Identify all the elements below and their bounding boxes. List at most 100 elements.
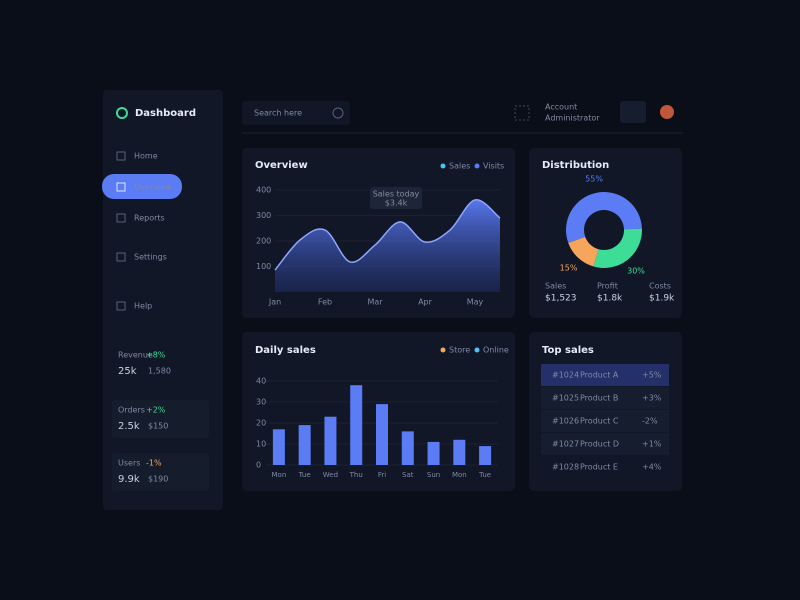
x-tick-label: Tue: [478, 471, 491, 479]
bar: [350, 385, 363, 465]
y-tick-label: 300: [256, 211, 271, 220]
nav-icon[interactable]: [116, 301, 126, 311]
stat-value: $1.9k: [649, 294, 675, 304]
bar: [479, 446, 492, 465]
y-tick-label: 100: [256, 262, 271, 271]
stat-amount: 1,580: [148, 367, 171, 376]
nav-item[interactable]: Overview: [134, 183, 172, 192]
bar: [401, 431, 414, 465]
stat-label: Costs: [649, 282, 671, 291]
legend-dot: [474, 163, 480, 169]
grid-icon[interactable]: [514, 105, 530, 121]
stat-change: +8%: [146, 351, 166, 360]
bar: [272, 429, 285, 465]
x-tick-label: Mon: [272, 471, 287, 479]
search-icon: [332, 107, 344, 119]
stat-amount: $190: [148, 475, 168, 484]
table-row[interactable]: [541, 364, 669, 386]
area: [275, 199, 500, 292]
table-cell: -2%: [642, 417, 658, 426]
avatar[interactable]: [660, 105, 674, 119]
area-line: [274, 199, 501, 271]
user-name: Account: [545, 103, 577, 112]
table-row[interactable]: [541, 433, 669, 455]
donut-segment: [568, 236, 599, 267]
menu-button[interactable]: [620, 101, 646, 123]
stat-label: Users: [118, 459, 140, 468]
sidebar: [103, 90, 223, 510]
table-cell: Product B: [580, 394, 618, 403]
y-tick-label: 30: [256, 398, 266, 407]
legend-dot: [440, 163, 446, 169]
stat-value: 9.9k: [118, 474, 140, 485]
nav-item[interactable]: Home: [134, 152, 158, 161]
card: [529, 148, 682, 318]
nav-icon[interactable]: [116, 151, 126, 161]
nav-icon[interactable]: [116, 252, 126, 262]
nav-active: [102, 174, 182, 199]
logo: Dashboard: [135, 108, 196, 119]
card-title: Daily sales: [255, 345, 316, 356]
stat-value: 2.5k: [118, 421, 140, 432]
donut-label: 55%: [585, 174, 603, 183]
tooltip-value: $3.4k: [385, 199, 408, 208]
legend-dot: [474, 347, 480, 353]
x-tick-label: Thu: [349, 471, 363, 479]
stat-change: +2%: [146, 406, 166, 415]
stat-change: -1%: [146, 459, 162, 468]
x-tick-label: May: [467, 298, 484, 307]
stat-value: $1,523: [545, 294, 577, 304]
legend-label: Sales: [449, 162, 470, 171]
x-tick-label: Mon: [452, 471, 467, 479]
table-cell: Product D: [580, 440, 619, 449]
stat-value: 25k: [118, 366, 137, 377]
donut-label: 30%: [627, 266, 645, 275]
nav-item[interactable]: Reports: [134, 214, 165, 223]
bar: [298, 425, 311, 465]
y-tick-label: 200: [256, 237, 271, 246]
table-cell: #1025: [552, 394, 579, 403]
legend-dot: [440, 347, 446, 353]
stat-label: Revenue: [118, 351, 153, 360]
x-tick-label: Mar: [367, 298, 383, 307]
table-row[interactable]: [541, 410, 669, 432]
search-box[interactable]: [242, 101, 350, 125]
table-row[interactable]: [541, 387, 669, 409]
x-tick-label: Tue: [298, 471, 311, 479]
stat-card: [112, 400, 209, 438]
y-tick-label: 0: [256, 461, 261, 470]
x-tick-label: Sun: [427, 471, 440, 479]
user-role: Administrator: [545, 114, 600, 123]
y-tick-label: 400: [256, 186, 271, 195]
x-tick-label: Jan: [268, 298, 281, 307]
table-cell: #1027: [552, 440, 579, 449]
stat-label: Profit: [597, 282, 618, 291]
logo-icon: [116, 107, 128, 119]
bar: [453, 439, 466, 465]
nav-icon[interactable]: [116, 213, 126, 223]
table-cell: +5%: [642, 371, 662, 380]
table-cell: #1028: [552, 463, 579, 472]
legend-label: Store: [449, 346, 470, 355]
donut-segment: [566, 192, 642, 243]
table-cell: #1026: [552, 417, 579, 426]
bar: [376, 404, 388, 465]
stat-value: $1.8k: [597, 294, 623, 304]
nav-item[interactable]: Help: [134, 302, 152, 311]
stat-card: [112, 453, 209, 491]
nav-icon[interactable]: [116, 182, 126, 192]
y-tick-label: 40: [256, 377, 266, 386]
legend-label: Online: [483, 346, 509, 355]
x-tick-label: Wed: [323, 471, 338, 479]
y-tick-label: 10: [256, 440, 266, 449]
bar: [324, 416, 337, 465]
table-cell: +1%: [642, 440, 662, 449]
x-tick-label: Fri: [378, 471, 386, 479]
table-cell: Product E: [580, 463, 618, 472]
tooltip: [370, 187, 422, 209]
card-title: Top sales: [542, 345, 594, 356]
donut-label: 15%: [560, 264, 578, 273]
table-cell: #1024: [552, 371, 579, 380]
nav-item[interactable]: Settings: [134, 253, 167, 262]
